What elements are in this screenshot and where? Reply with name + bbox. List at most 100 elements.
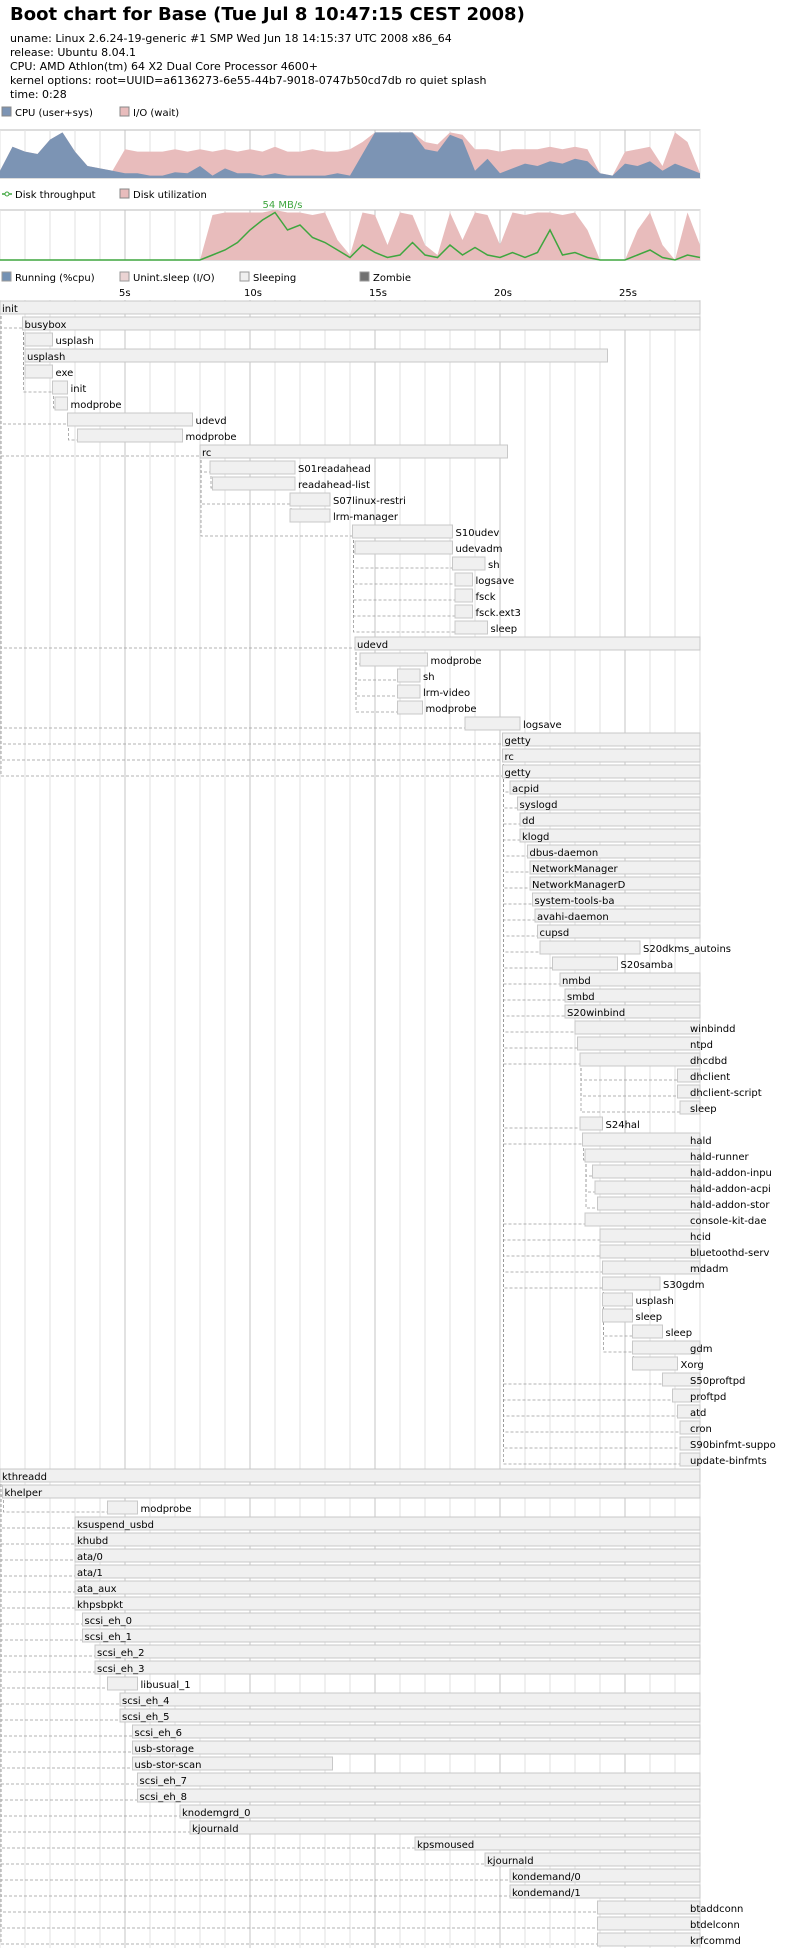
tree-connector [3, 1500, 108, 1513]
tree-connector [353, 540, 455, 633]
process-label: sh [423, 672, 435, 683]
process-box [602, 1260, 701, 1275]
process-label: modprobe [431, 656, 482, 667]
tree-connector [0, 1484, 133, 1769]
process-label: scsi_eh_8 [140, 1792, 188, 1803]
process-box [529, 860, 701, 875]
process-box [677, 1084, 701, 1099]
utilization-legend-label: Disk utilization [133, 190, 207, 201]
process-box [679, 1420, 701, 1435]
process-label: system-tools-ba [535, 896, 615, 907]
process-box [74, 1532, 701, 1547]
process-label: logsave [476, 576, 515, 587]
process-label: dd [522, 816, 535, 827]
process-legend-swatch [1, 271, 12, 282]
kernel-options-line: kernel options: root=UUID=a6136273-6e55-… [10, 74, 487, 87]
process-label: khelper [5, 1488, 44, 1499]
cpu-legend-swatch [1, 106, 12, 117]
process-box [559, 972, 701, 987]
cpu-line: CPU: AMD Athlon(tm) 64 X2 Dual Core Proc… [10, 60, 318, 73]
process-label: modprobe [71, 400, 122, 411]
process-label: NetworkManagerD [532, 880, 626, 891]
process-legend-label: Running (%cpu) [15, 273, 95, 284]
process-label: scsi_eh_3 [97, 1664, 145, 1675]
tree-connector [503, 764, 680, 1465]
time-axis-tick: 5s [119, 288, 131, 299]
process-box [2, 1484, 701, 1499]
process-label: init [2, 304, 18, 315]
process-label: fsck [476, 592, 496, 603]
process-label: hald-addon-inpu [690, 1168, 772, 1179]
process-label: usplash [27, 352, 65, 363]
process-box [539, 940, 641, 955]
process-box [582, 1132, 701, 1147]
tree-connector [580, 1068, 680, 1113]
process-box [502, 764, 701, 779]
process-box [352, 524, 453, 539]
process-box [662, 1372, 701, 1387]
process-label: dhclient-script [690, 1088, 762, 1099]
process-label: mdadm [690, 1264, 728, 1275]
tree-connector [353, 540, 455, 585]
tree-connector [503, 764, 603, 1289]
process-label: update-binfmts [690, 1456, 767, 1467]
time-axis-tick: 20s [494, 288, 512, 299]
process-box [0, 1468, 701, 1483]
process-box [74, 1580, 701, 1595]
process-label: getty [505, 736, 531, 747]
process-label: S30gdm [663, 1280, 705, 1291]
tree-connector [0, 316, 503, 777]
process-box [602, 1308, 633, 1323]
process-box [107, 1500, 138, 1515]
process-box [67, 412, 193, 427]
disk-throughput-line [0, 211, 701, 261]
process-label: rc [202, 448, 211, 459]
process-label: khpsbpkt [77, 1600, 123, 1611]
process-label: btaddconn [690, 1904, 743, 1915]
process-box [552, 956, 618, 971]
process-box [464, 716, 521, 731]
process-legend-label: Zombie [373, 273, 411, 284]
process-label: S20samba [621, 960, 674, 971]
throughput-peak-label: 54 MB/s [263, 200, 303, 211]
process-label: winbindd [690, 1024, 735, 1035]
boot-time-line: time: 0:28 [10, 88, 67, 101]
process-box [564, 988, 701, 1003]
process-label: Xorg [681, 1360, 704, 1371]
process-box [74, 1596, 701, 1611]
process-box [584, 1212, 701, 1227]
process-box [577, 1036, 701, 1051]
process-label: avahi-daemon [537, 912, 609, 923]
process-label: modprobe [186, 432, 237, 443]
process-box [584, 1148, 701, 1163]
process-label: bluetoothd-serv [690, 1248, 769, 1259]
process-label: lrm-manager [333, 512, 399, 523]
process-label: hcid [690, 1232, 711, 1243]
process-label: S20dkms_autoins [643, 944, 731, 955]
process-box [527, 844, 701, 859]
chart-title: Boot chart for Base (Tue Jul 8 10:47:15 … [10, 4, 525, 25]
process-box [592, 1164, 701, 1179]
process-label: knodemgrd_0 [182, 1808, 250, 1819]
process-box [137, 1788, 701, 1803]
process-box [537, 924, 701, 939]
process-box [602, 1292, 633, 1307]
process-label: readahead-list [298, 480, 370, 491]
process-label: cupsd [540, 928, 570, 939]
process-box [0, 300, 701, 315]
process-box [679, 1452, 701, 1467]
process-label: kjournald [487, 1856, 534, 1867]
process-box [24, 364, 53, 379]
process-box [679, 1100, 701, 1115]
process-box [199, 444, 508, 459]
process-box [454, 572, 473, 587]
process-box [24, 348, 608, 363]
process-label: ata/0 [77, 1552, 103, 1563]
process-box [677, 1068, 701, 1083]
tree-connector [23, 332, 53, 393]
process-box [132, 1724, 701, 1739]
process-box [599, 1228, 701, 1243]
release-line: release: Ubuntu 8.04.1 [10, 46, 137, 59]
process-box [74, 1564, 701, 1579]
process-label: ntpd [690, 1040, 713, 1051]
